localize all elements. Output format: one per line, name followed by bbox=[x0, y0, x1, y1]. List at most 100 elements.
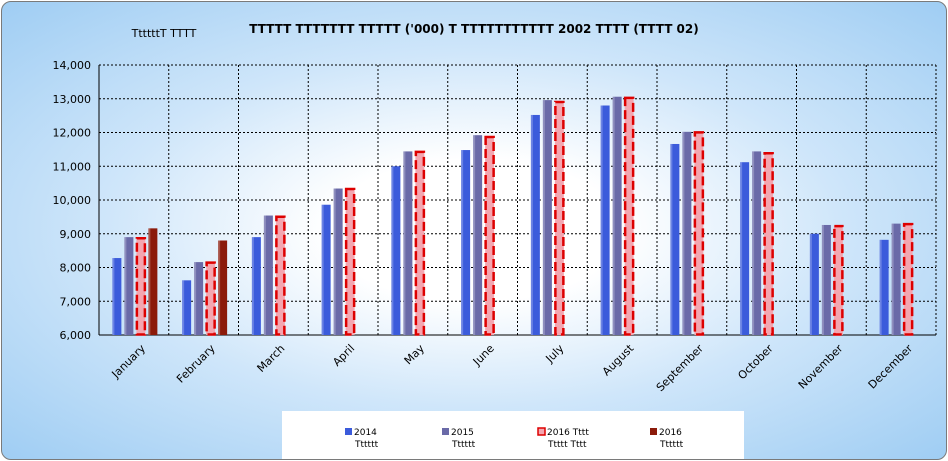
bar-outline bbox=[275, 215, 286, 336]
bar-outline bbox=[484, 135, 495, 336]
legend-sublabel: Ttttt Tttt bbox=[547, 440, 587, 450]
bar-2015 bbox=[821, 224, 831, 335]
y-tick-label: 13,000 bbox=[53, 93, 92, 106]
legend-sublabel: Tttttt bbox=[451, 440, 476, 450]
bar-highlight bbox=[461, 150, 464, 335]
bar-2015 bbox=[124, 237, 134, 335]
bar-highlight bbox=[333, 188, 336, 335]
bar-2014 bbox=[251, 237, 261, 335]
bar-2014 bbox=[600, 105, 610, 335]
bar-outline bbox=[135, 237, 147, 336]
bar-2015 bbox=[542, 100, 552, 335]
bar-2014 bbox=[809, 233, 819, 335]
bar-2016-tttt bbox=[415, 151, 425, 335]
bar-highlight bbox=[182, 280, 185, 335]
bar-2016-tttt bbox=[275, 216, 285, 335]
bar-2016-tttt bbox=[903, 223, 913, 335]
x-tick-label: September bbox=[654, 342, 707, 395]
bar-outline bbox=[205, 261, 216, 336]
bar-highlight bbox=[530, 114, 533, 335]
legend-box bbox=[282, 411, 744, 459]
bar-2016-tttt bbox=[554, 101, 564, 335]
chart-title: TTTTT TTTTTTT TTTTT ('000) T TTTTTTTTTTT… bbox=[249, 22, 698, 36]
y-tick-label: 9,000 bbox=[60, 228, 92, 241]
bar-highlight bbox=[251, 237, 254, 335]
bar-2015 bbox=[612, 96, 622, 335]
legend-label: 2016 Tttt bbox=[547, 428, 589, 438]
legend-swatch bbox=[442, 428, 449, 435]
legend-label: 2016 bbox=[659, 428, 682, 438]
grid bbox=[98, 64, 937, 336]
bar-2016 bbox=[148, 228, 158, 335]
bar-2016-tttt bbox=[624, 97, 634, 336]
bar-highlight bbox=[670, 143, 673, 335]
bar-2015 bbox=[473, 135, 483, 335]
x-tick-label: November bbox=[796, 342, 846, 392]
ticks: 6,000 7,000 8,000 9,000 10,000 11,000 12,000 13… bbox=[53, 59, 916, 394]
bar-2015 bbox=[752, 151, 762, 335]
bar-2014 bbox=[321, 204, 331, 335]
bar-2014 bbox=[740, 162, 750, 335]
bar-highlight bbox=[821, 224, 824, 335]
bars bbox=[112, 96, 914, 336]
bar-2016-tttt bbox=[485, 136, 495, 335]
bar-2014 bbox=[461, 150, 471, 335]
y-tick-label: 11,000 bbox=[53, 160, 92, 173]
bar-outline bbox=[902, 222, 914, 336]
bar-highlight bbox=[682, 131, 685, 335]
bar-highlight bbox=[218, 240, 221, 335]
y-tick-label: 8,000 bbox=[60, 262, 92, 275]
bar-2014 bbox=[391, 166, 401, 335]
bar-2016-tttt bbox=[833, 225, 843, 335]
bar-2015 bbox=[891, 223, 901, 335]
y-tick-label: 7,000 bbox=[60, 295, 92, 308]
bar-highlight bbox=[112, 258, 115, 335]
bar-outline bbox=[833, 224, 844, 336]
bar-2014 bbox=[879, 239, 889, 335]
bar-outline bbox=[623, 96, 635, 336]
bar-outline bbox=[344, 187, 356, 336]
bar-2015 bbox=[263, 215, 273, 335]
x-tick-label: December bbox=[866, 342, 916, 392]
y-tick-label: 12,000 bbox=[53, 127, 92, 140]
bar-2016-tttt bbox=[694, 131, 704, 335]
bar-2015 bbox=[333, 188, 343, 335]
x-tick-label: July bbox=[543, 342, 567, 366]
y-tick-label: 14,000 bbox=[53, 59, 92, 72]
bar-highlight bbox=[752, 151, 755, 335]
bar-highlight bbox=[891, 223, 894, 335]
bar-2016-tttt bbox=[764, 152, 774, 335]
bar-2014 bbox=[182, 280, 192, 335]
x-tick-label: March bbox=[255, 342, 288, 375]
unit-label: TtttttT TTTT bbox=[131, 27, 197, 40]
bar-highlight bbox=[124, 237, 127, 335]
bar-highlight bbox=[391, 166, 394, 335]
x-tick-label: April bbox=[330, 342, 357, 369]
bar-highlight bbox=[600, 105, 603, 335]
x-tick-label: August bbox=[600, 341, 637, 378]
legend: 2014 Tttttt 2015 Tttttt 2016 Tttt Ttttt Tttt 2… bbox=[282, 411, 744, 459]
x-tick-label: October bbox=[735, 342, 776, 383]
y-tick-label: 6,000 bbox=[60, 329, 92, 342]
x-tick-label: June bbox=[470, 342, 497, 369]
legend-swatch bbox=[345, 428, 352, 435]
legend-sublabel: Tttttt bbox=[354, 440, 379, 450]
bar-highlight bbox=[879, 239, 882, 335]
bar-2014 bbox=[670, 143, 680, 335]
x-tick-label: February bbox=[174, 342, 218, 386]
bar-2015 bbox=[403, 151, 413, 335]
x-tick-label: January bbox=[109, 342, 149, 382]
x-tick-label: May bbox=[402, 342, 428, 368]
bar-2014 bbox=[112, 258, 122, 335]
bar-highlight bbox=[403, 151, 406, 335]
legend-label: 2014 bbox=[354, 428, 377, 438]
bar-highlight bbox=[542, 100, 545, 335]
bar-highlight bbox=[473, 135, 476, 335]
bar-highlight bbox=[263, 215, 266, 335]
bar-highlight bbox=[148, 228, 151, 335]
bar-2016-tttt bbox=[206, 262, 216, 335]
legend-label: 2015 bbox=[451, 428, 474, 438]
bar-highlight bbox=[194, 262, 197, 335]
